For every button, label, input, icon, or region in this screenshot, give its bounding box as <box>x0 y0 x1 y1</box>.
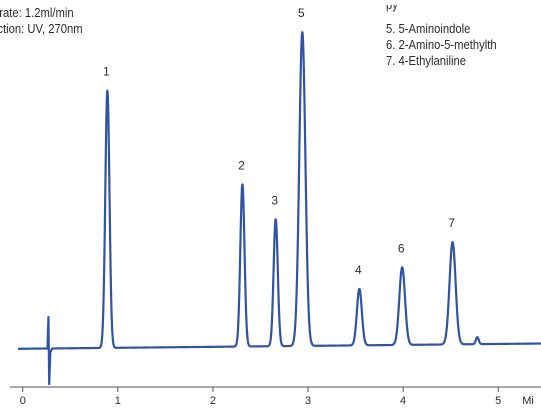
x-tick-label-2: 2 <box>210 395 216 407</box>
chromatographic-conditions: w rate: 1.2ml/min tection: UV, 270nm <box>0 5 83 37</box>
peak-label-4: 4 <box>355 263 362 277</box>
legend-item-7: 7. 4-Ethylaniline <box>386 54 467 68</box>
x-tick-label-4: 4 <box>400 395 406 407</box>
legend-item-6: 6. 2-Amino-5-methylth <box>386 38 497 52</box>
peak-label-7: 7 <box>448 216 455 230</box>
x-tick-label-5: 5 <box>495 395 501 407</box>
x-axis-ticks: 0 1 2 3 4 5 <box>20 387 501 407</box>
peak-label-6: 6 <box>398 241 405 255</box>
x-tick-label-0: 0 <box>20 395 26 407</box>
legend-item-partial: py <box>386 5 398 12</box>
legend-item-5: 5. 5-Aminoindole <box>386 22 471 36</box>
detection-text: tection: UV, 270nm <box>0 22 83 36</box>
compound-legend: py 5. 5-Aminoindole 6. 2-Amino-5-methylt… <box>386 5 497 69</box>
flow-rate-text: w rate: 1.2ml/min <box>0 6 74 20</box>
x-tick-label-1: 1 <box>115 395 121 407</box>
peak-label-3: 3 <box>271 193 278 207</box>
x-axis-label: Mi <box>522 395 534 407</box>
peak-label-5: 5 <box>298 6 305 20</box>
chromatogram-trace <box>17 31 541 386</box>
peak-labels: 1 2 3 5 4 6 7 <box>103 6 455 277</box>
peak-label-1: 1 <box>103 65 110 79</box>
peak-label-2: 2 <box>238 158 245 172</box>
x-tick-label-3: 3 <box>305 395 311 407</box>
